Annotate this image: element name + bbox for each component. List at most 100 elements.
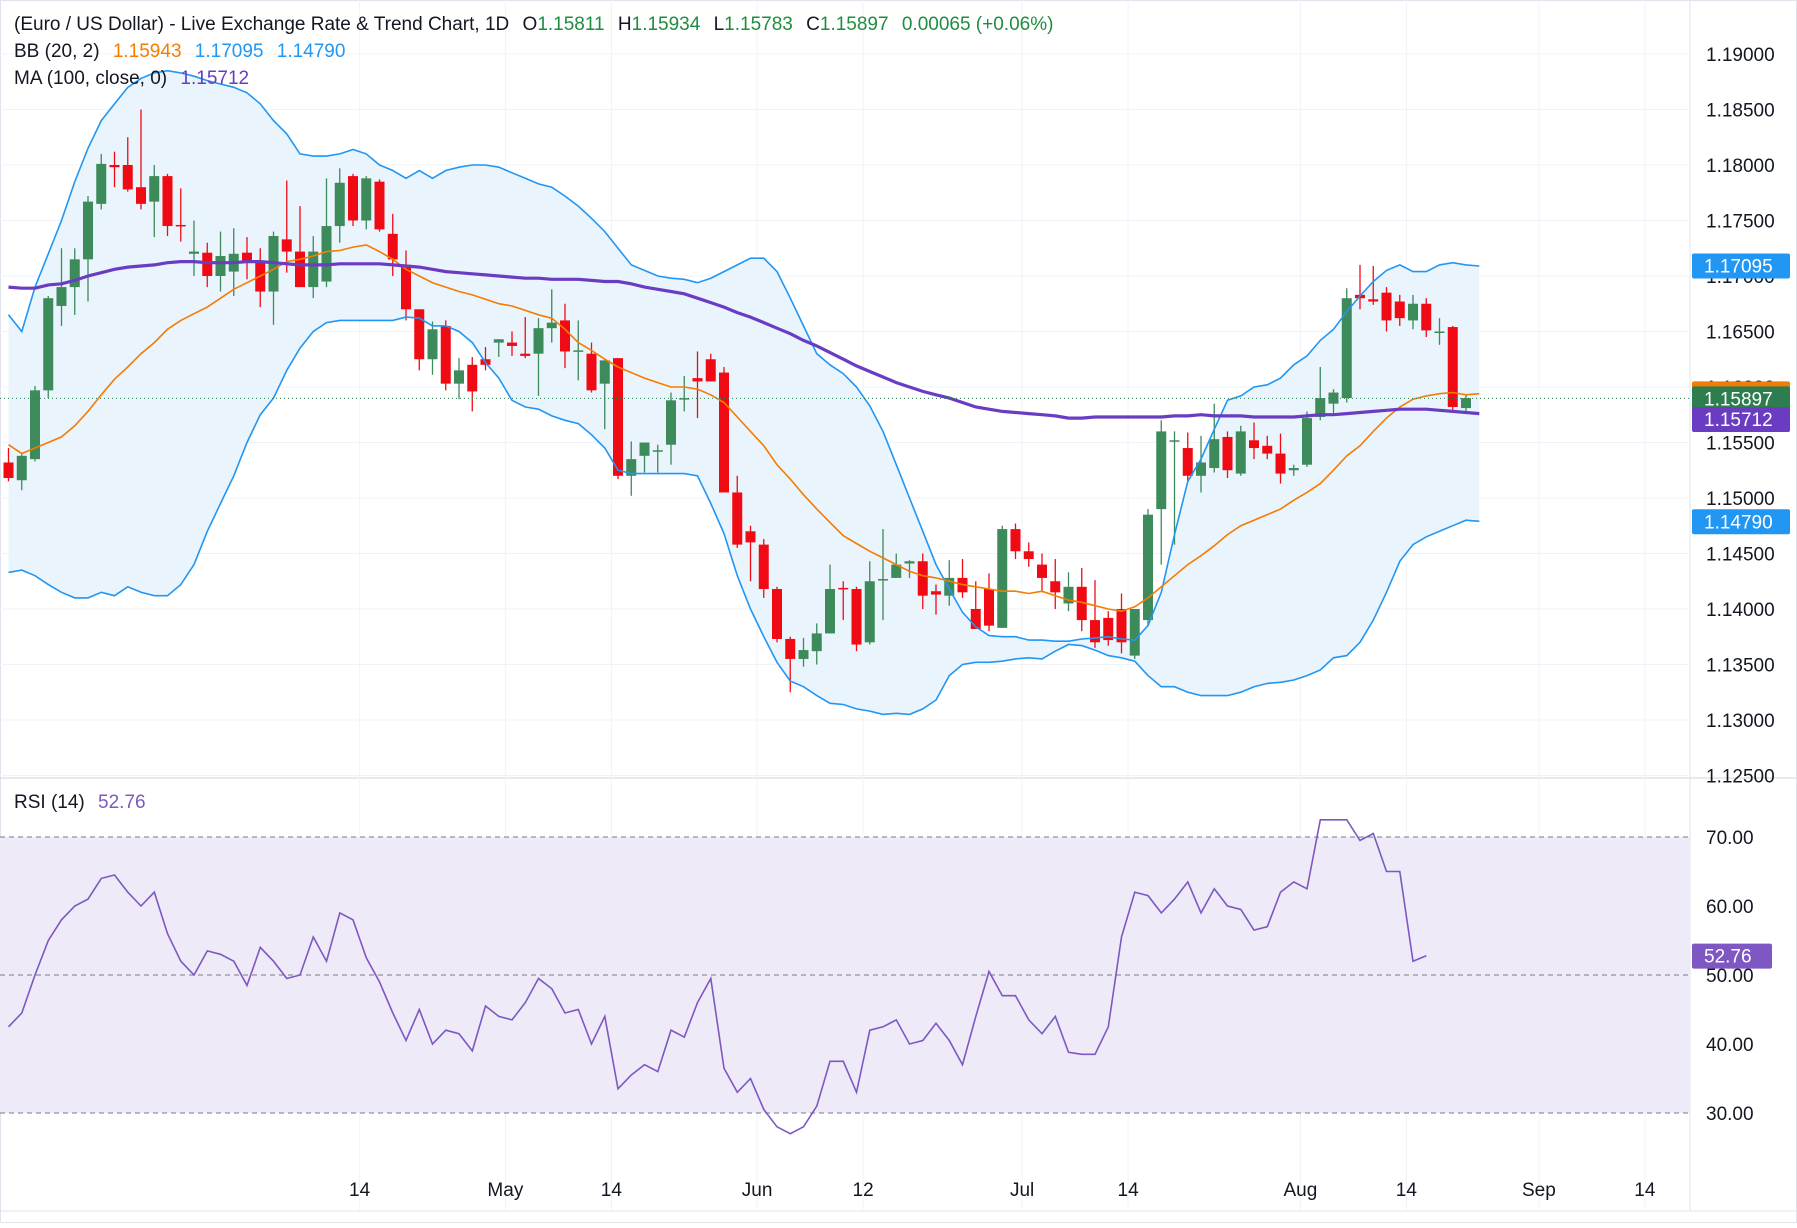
rsi-tag-bg xyxy=(1692,943,1772,969)
candle xyxy=(732,475,743,548)
candle-body xyxy=(30,390,40,460)
low-value: 1.15783 xyxy=(724,14,793,35)
candle-body xyxy=(931,591,941,595)
candle xyxy=(838,581,849,621)
candle xyxy=(1461,394,1471,412)
candle xyxy=(1023,542,1034,567)
candle-body xyxy=(149,176,160,202)
candle xyxy=(599,360,610,430)
candle xyxy=(295,206,305,288)
candle-body xyxy=(1461,398,1471,409)
candle-body xyxy=(1328,392,1339,404)
ma-label: MA (100, close, 0) xyxy=(14,68,168,89)
candle xyxy=(613,358,623,480)
candle xyxy=(1103,611,1114,646)
candle xyxy=(957,559,968,598)
rsi-tick-label: 30.00 xyxy=(1706,1104,1754,1125)
candle-body xyxy=(944,577,955,596)
candle-body xyxy=(162,176,173,227)
candle-body xyxy=(692,378,703,382)
candle xyxy=(1328,389,1339,415)
candle-body xyxy=(798,650,809,659)
candle-body xyxy=(666,400,676,445)
candle-body xyxy=(1302,418,1312,465)
candle xyxy=(507,331,517,356)
candle xyxy=(1182,432,1193,482)
candle xyxy=(361,176,372,230)
candle-body xyxy=(838,587,849,590)
candle xyxy=(1381,287,1392,332)
candle-body xyxy=(348,176,358,221)
rsi-tick-label: 40.00 xyxy=(1706,1035,1754,1056)
candle xyxy=(348,173,358,227)
bb-lower-value: 1.14790 xyxy=(276,41,346,62)
candle xyxy=(493,339,504,358)
candle-body xyxy=(1169,440,1180,442)
price-tick-label: 1.14000 xyxy=(1706,600,1775,621)
candle-body xyxy=(970,609,981,629)
candle xyxy=(931,584,941,615)
candle xyxy=(1368,266,1379,305)
candle xyxy=(745,525,756,582)
time-tick-label: Aug xyxy=(1283,1180,1317,1201)
candle-body xyxy=(69,259,80,288)
candle-body xyxy=(1023,551,1034,560)
candle xyxy=(864,561,875,645)
candle-body xyxy=(1076,586,1087,621)
candle-body xyxy=(1447,327,1458,407)
candle xyxy=(705,353,716,382)
candle xyxy=(970,581,981,629)
price-tag-label: 1.15897 xyxy=(1704,389,1773,410)
candle xyxy=(242,237,252,280)
candle-body xyxy=(83,201,93,260)
candle xyxy=(427,321,438,375)
time-tick-label: 14 xyxy=(1118,1180,1140,1201)
candle-body xyxy=(599,360,610,384)
legend-ma-row: MA (100, close, 0) 1.15712 xyxy=(14,68,257,90)
candle-body xyxy=(1143,514,1153,621)
price-tick-label: 1.16500 xyxy=(1706,323,1775,344)
candle-body xyxy=(281,239,292,252)
candle xyxy=(308,236,319,299)
chart-title: (Euro / US Dollar) - Live Exchange Rate … xyxy=(14,14,510,35)
candle-body xyxy=(997,529,1008,628)
candle xyxy=(149,165,160,238)
candle-body xyxy=(560,320,570,352)
candle xyxy=(1434,318,1445,345)
candle xyxy=(984,573,994,632)
candle-body xyxy=(1421,303,1432,331)
candle-body xyxy=(454,370,464,384)
candle-body xyxy=(1196,462,1206,476)
candle xyxy=(546,289,557,343)
candle-body xyxy=(122,165,133,190)
candle-body xyxy=(1249,440,1259,449)
candle-body xyxy=(308,251,319,288)
candle xyxy=(175,188,186,242)
candle xyxy=(1050,559,1061,609)
price-tick-label: 1.15500 xyxy=(1706,434,1775,455)
candle xyxy=(1235,425,1246,476)
candle-body xyxy=(1222,436,1233,471)
rsi-value: 52.76 xyxy=(98,792,146,813)
candle-body xyxy=(361,178,372,221)
candle xyxy=(666,392,676,465)
candle-body xyxy=(1010,529,1021,552)
candle-body xyxy=(1408,303,1418,321)
candle xyxy=(785,636,796,693)
candle-body xyxy=(1288,468,1299,471)
candle-body xyxy=(321,226,332,282)
price-tag-bg xyxy=(1692,509,1790,535)
candle-body xyxy=(1341,298,1352,399)
candle-body xyxy=(96,163,107,204)
candle-body xyxy=(136,187,146,204)
candle xyxy=(1447,325,1458,412)
candle-body xyxy=(1090,620,1100,643)
candle-body xyxy=(401,264,411,310)
candle xyxy=(1394,294,1405,326)
ohlc-open: O1.15811 xyxy=(523,14,605,35)
candle-body xyxy=(613,358,623,476)
ohlc-close: C1.15897 xyxy=(806,14,888,35)
candle-body xyxy=(374,181,385,230)
candle xyxy=(904,560,915,578)
